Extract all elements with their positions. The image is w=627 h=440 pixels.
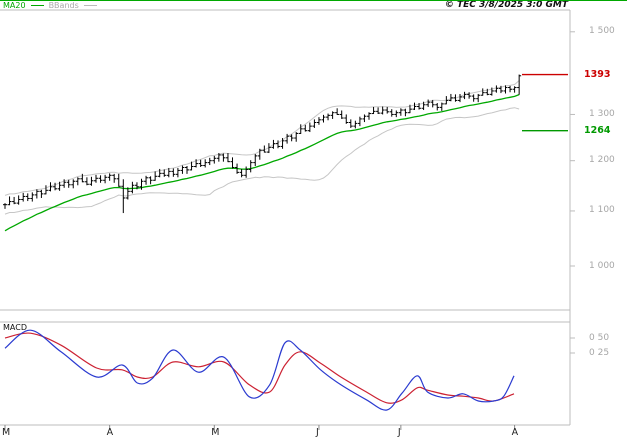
macd-signal-line [4,332,515,404]
legend-bbands-label: BBands [48,1,79,10]
ma20-line-sample-icon [30,5,44,6]
legend-ma20-label: MA20 [3,1,26,10]
copyright-text: © TEC 3/8/2025 3:0 GMT [444,0,568,10]
bband-upper-line [4,80,520,196]
macd-line [4,329,515,411]
bbands-line-sample-icon [83,5,97,6]
ma20-line [4,93,520,232]
bband-lower-line [4,107,520,215]
chart-legend: MA20 BBands [3,1,97,10]
